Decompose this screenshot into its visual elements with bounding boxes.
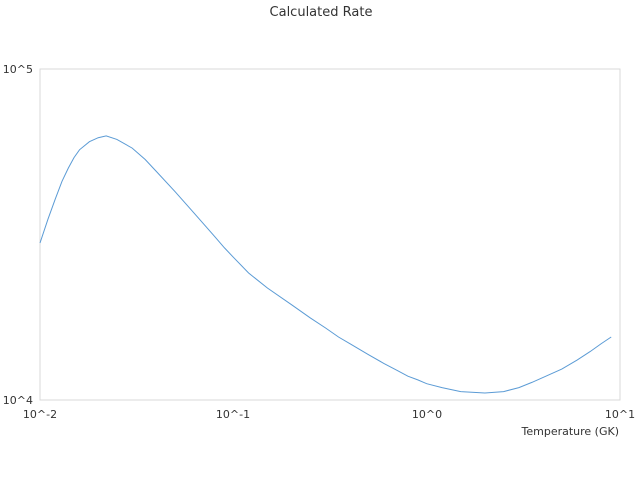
series-line-1 xyxy=(39,135,612,394)
y-tick-label-top: 10^5 xyxy=(3,63,33,76)
x-tick-label-4: 10^1 xyxy=(605,408,635,421)
x-tick-label-3: 10^0 xyxy=(412,408,442,421)
chart-title: Calculated Rate xyxy=(270,5,373,20)
chart-marks xyxy=(39,135,612,394)
y-tick-label-bottom: 10^4 xyxy=(3,394,33,407)
plot-area-frame xyxy=(39,68,621,401)
x-tick-label-1: 10^-2 xyxy=(23,408,57,421)
x-axis-title: Temperature (GK) xyxy=(521,425,620,438)
x-tick-label-2: 10^-1 xyxy=(216,408,250,421)
